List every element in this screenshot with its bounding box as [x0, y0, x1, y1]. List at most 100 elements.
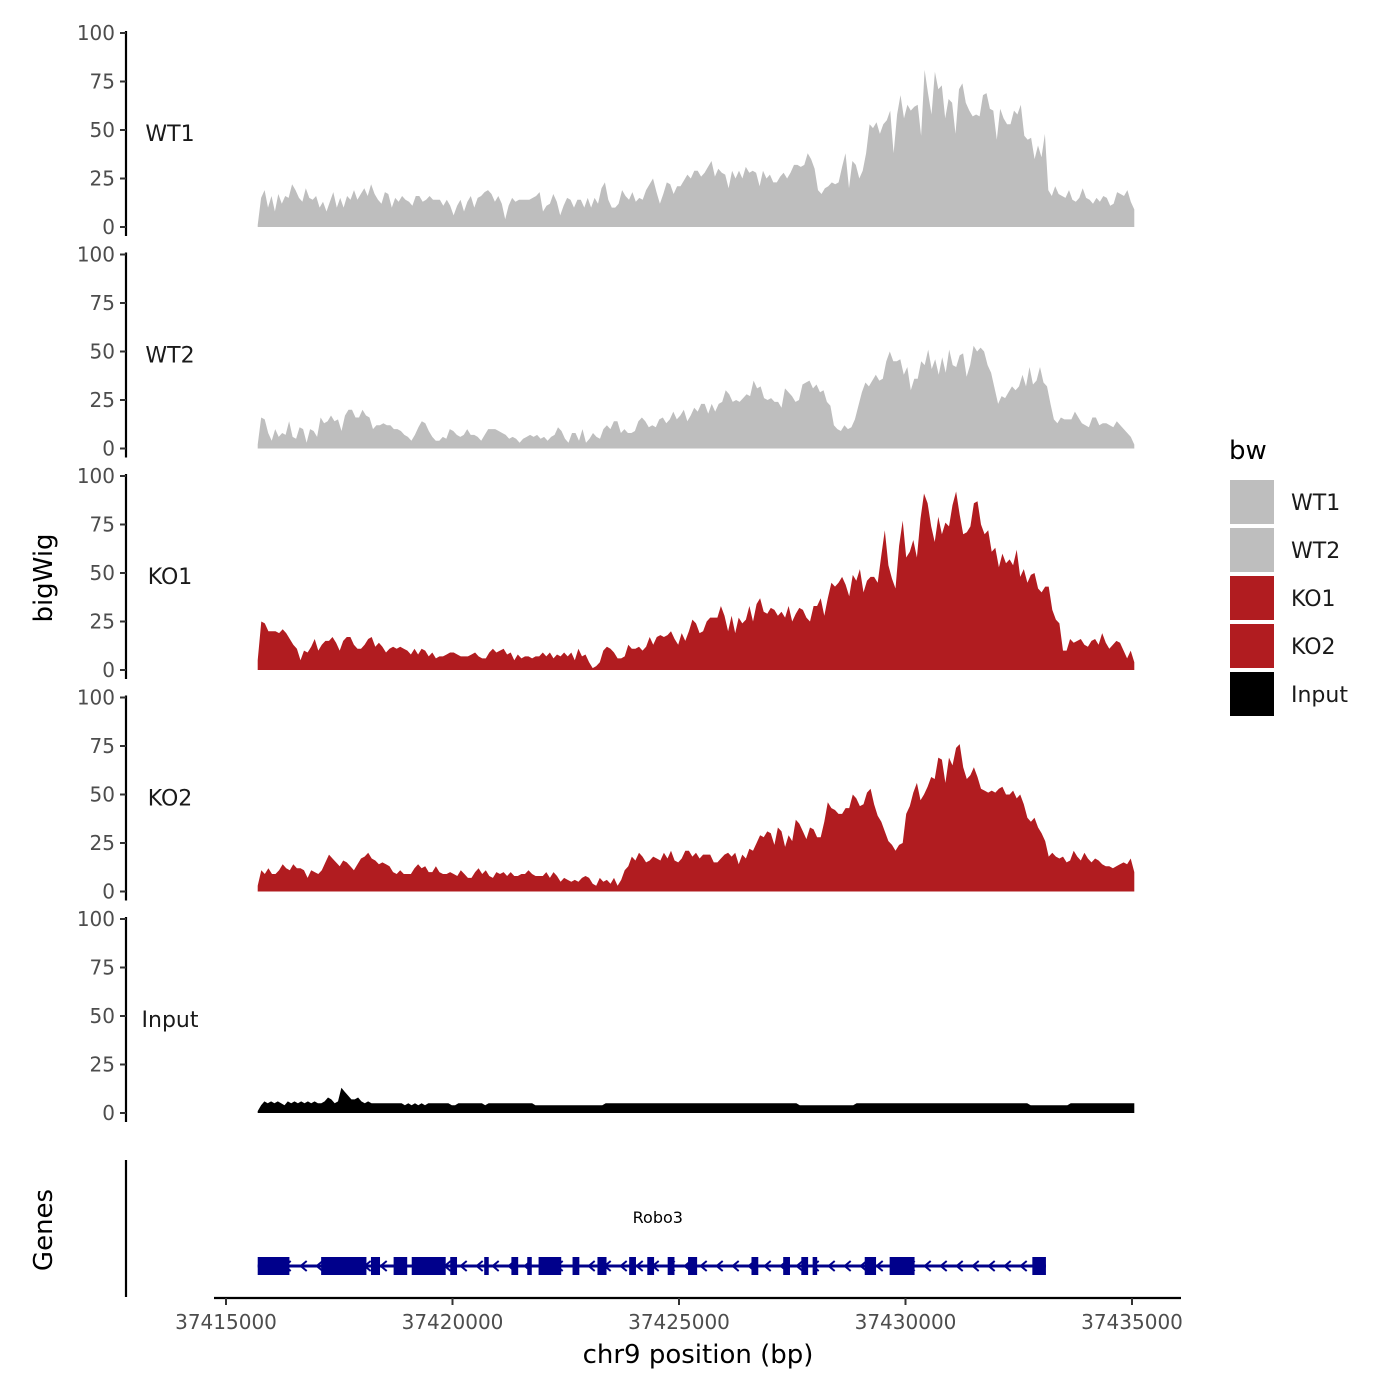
y-tick-label: 25	[90, 610, 115, 634]
gene-exon	[751, 1257, 759, 1275]
gene-exon	[812, 1257, 818, 1275]
y-tick-label: 100	[77, 907, 115, 931]
y-tick-label: 0	[102, 437, 115, 461]
legend-swatch-wt1	[1230, 480, 1274, 524]
strand-arrow	[459, 1260, 468, 1272]
y-tick-label: 75	[90, 513, 115, 537]
x-tick-label: 37435000	[1081, 1310, 1183, 1334]
y-tick-label: 75	[90, 734, 115, 758]
strand-arrow	[843, 1260, 852, 1272]
gene-exon	[1032, 1257, 1046, 1275]
y-tick-label: 75	[90, 291, 115, 315]
x-axis: 37415000 37420000 37425000 37430000 37435000	[175, 1296, 1183, 1334]
track-ko2: 0 25 50 75 100 KO2	[77, 686, 1135, 904]
y-tick-label: 0	[102, 215, 115, 239]
gene-exon	[257, 1257, 290, 1275]
track-area-wt1	[257, 69, 1135, 228]
y-tick-label: 25	[90, 1053, 115, 1077]
legend-label-input: Input	[1291, 683, 1348, 708]
strand-arrow	[315, 1260, 324, 1272]
gene-exon	[801, 1257, 809, 1275]
strand-arrow	[1003, 1260, 1012, 1272]
strand-arrow	[635, 1260, 644, 1272]
strand-arrow	[923, 1260, 932, 1272]
strand-arrow	[795, 1260, 804, 1272]
gene-exon	[783, 1257, 790, 1275]
y-tick-label: 100	[77, 21, 115, 45]
strand-arrow	[379, 1260, 388, 1272]
track-label: Input	[142, 1008, 199, 1033]
genes-panel: Robo3	[124, 1160, 1046, 1297]
legend-swatch-ko1	[1230, 576, 1274, 620]
x-tick-label: 37430000	[855, 1310, 957, 1334]
legend-label-wt1: WT1	[1291, 491, 1340, 516]
gene-exon	[647, 1257, 655, 1275]
legend-swatch-wt2	[1230, 528, 1274, 572]
gene-exon	[450, 1257, 458, 1275]
track-area-input	[257, 1087, 1135, 1113]
legend-swatch-ko2	[1230, 624, 1274, 668]
track-area-ko2	[257, 744, 1135, 892]
track-wt2: 0 25 50 75 100 WT2	[77, 243, 1135, 461]
gene-exon	[511, 1257, 519, 1275]
y-tick-label: 50	[90, 561, 115, 585]
strand-arrow	[299, 1260, 308, 1272]
gene-exon	[889, 1257, 915, 1275]
strand-arrow	[587, 1260, 596, 1272]
bigwig-tracks: 0 25 50 75 100 WT1 0 25 50 75 100 WT2 0 25 50 75 100 KO1 0…	[77, 21, 1135, 1125]
legend-label-ko1: KO1	[1291, 587, 1336, 612]
gene-exon	[597, 1257, 607, 1275]
legend-swatch-input	[1230, 672, 1274, 716]
y-tick-label: 100	[77, 243, 115, 267]
y-tick-label: 50	[90, 340, 115, 364]
y-axis-title: bigWig	[29, 533, 59, 622]
strand-arrow	[699, 1260, 708, 1272]
strand-arrow	[475, 1260, 484, 1272]
gene-exon	[527, 1257, 532, 1275]
strand-arrow	[987, 1260, 996, 1272]
gene-exon	[393, 1257, 408, 1275]
y-tick-label: 25	[90, 388, 115, 412]
gene-exon	[538, 1257, 562, 1275]
gene-exon	[572, 1257, 580, 1275]
y-tick-label: 50	[90, 783, 115, 807]
y-tick-label: 0	[102, 880, 115, 904]
y-tick-label: 75	[90, 956, 115, 980]
x-tick-label: 37425000	[628, 1310, 730, 1334]
gene-exon	[667, 1257, 675, 1275]
gene-exon	[688, 1257, 698, 1275]
y-tick-label: 25	[90, 831, 115, 855]
x-tick-label: 37420000	[402, 1310, 504, 1334]
track-label: KO1	[148, 565, 193, 590]
track-input: 0 25 50 75 100 Input	[77, 907, 1135, 1125]
genes-axis-title: Genes	[29, 1189, 59, 1271]
x-tick-label: 37415000	[175, 1310, 277, 1334]
strand-arrow	[763, 1260, 772, 1272]
y-tick-label: 50	[90, 1004, 115, 1028]
gene-exon	[864, 1257, 877, 1275]
y-tick-label: 0	[102, 1101, 115, 1125]
y-tick-label: 75	[90, 70, 115, 94]
strand-arrow	[955, 1260, 964, 1272]
y-tick-label: 25	[90, 167, 115, 191]
gene-exon	[321, 1257, 367, 1275]
track-area-wt2	[257, 345, 1135, 449]
legend-label-wt2: WT2	[1291, 539, 1340, 564]
strand-arrow	[971, 1260, 980, 1272]
strand-arrow	[875, 1260, 884, 1272]
legend-title: bw	[1229, 436, 1267, 466]
strand-arrow	[859, 1260, 868, 1272]
y-tick-label: 100	[77, 686, 115, 710]
gene-exon	[484, 1257, 489, 1275]
strand-arrow	[715, 1260, 724, 1272]
legend-label-ko2: KO2	[1291, 635, 1336, 660]
legend: bw WT1 WT2 KO1 KO2 Input	[1229, 436, 1348, 716]
track-ko1: 0 25 50 75 100 KO1	[77, 464, 1135, 682]
strand-arrow	[491, 1260, 500, 1272]
track-label: WT2	[145, 344, 194, 369]
gene-label: Robo3	[633, 1208, 683, 1227]
gene-exon	[629, 1257, 636, 1275]
track-label: WT1	[145, 122, 194, 147]
gene-exon	[411, 1257, 446, 1275]
x-axis-title: chr9 position (bp)	[583, 1340, 814, 1370]
